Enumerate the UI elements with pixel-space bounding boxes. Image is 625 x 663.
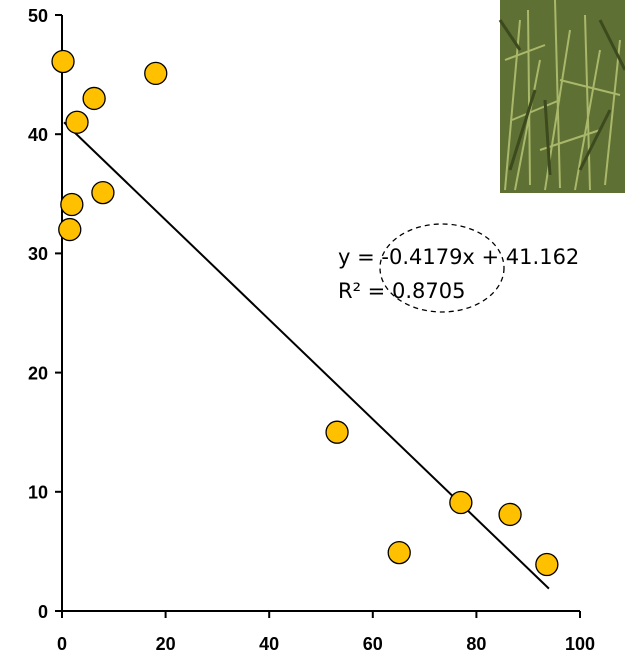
point xyxy=(449,490,473,515)
highlight-ellipse xyxy=(379,223,505,313)
y-tick-label: 10 xyxy=(28,483,48,503)
equation: y = -0.4179x + 41.162 xyxy=(338,245,579,269)
x-tick-label: 40 xyxy=(259,634,279,654)
point xyxy=(51,49,75,74)
x-tick-label: 80 xyxy=(466,634,486,654)
point xyxy=(498,502,522,527)
point xyxy=(325,420,349,444)
y-tick-label: 40 xyxy=(28,125,48,145)
y-tick-label: 30 xyxy=(28,244,48,264)
point xyxy=(65,110,89,134)
point xyxy=(387,540,411,565)
x-tick-label: 20 xyxy=(156,634,176,654)
grass-photo xyxy=(498,0,625,193)
x-tick-label: 100 xyxy=(565,634,595,654)
point xyxy=(535,552,559,577)
trendline xyxy=(63,121,550,590)
x-tick-label: 0 xyxy=(57,634,67,654)
point xyxy=(91,180,115,205)
x-tick-label: 60 xyxy=(363,634,383,654)
point xyxy=(58,217,82,242)
y-tick-label: 20 xyxy=(28,363,48,383)
y-tick-label: 0 xyxy=(38,602,48,622)
r-squared: R² = 0.8705 xyxy=(338,279,465,303)
point xyxy=(144,61,168,86)
y-tick-label: 50 xyxy=(28,6,48,26)
point xyxy=(60,192,84,217)
point xyxy=(82,86,106,111)
